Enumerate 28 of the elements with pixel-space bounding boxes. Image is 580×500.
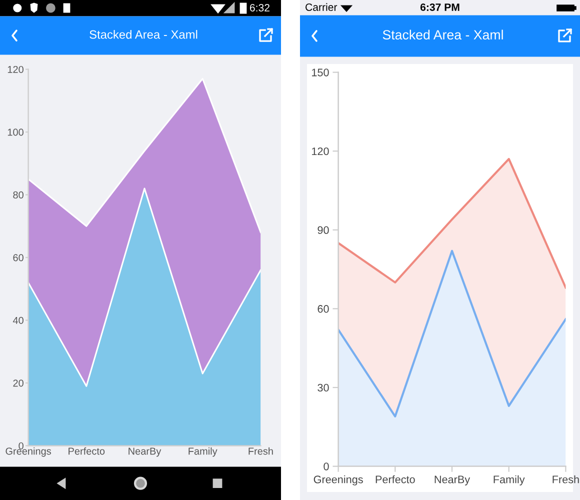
x-tick-label: Greenings (6, 447, 52, 457)
chart-title: Stacked Area - Xaml (90, 30, 198, 39)
text: 6:37 PM (420, 3, 460, 11)
y-tick-label: 80 (13, 191, 24, 198)
y-tick-label: 120 (312, 147, 329, 156)
y-tick-label: 60 (318, 305, 329, 313)
x-tick-label: NearBy (128, 448, 162, 457)
y-tick-label: 60 (13, 254, 24, 262)
text: 6:32 (250, 4, 270, 12)
x-tick-label: Family (188, 447, 218, 457)
y-tick-label: 100 (8, 128, 24, 136)
y-tick-label: 90 (318, 226, 329, 234)
chart-title: Stacked Area - Xaml (382, 30, 503, 40)
x-tick-label: Perfecto (376, 475, 415, 484)
y-tick-label: 0 (18, 442, 24, 450)
x-tick-label: Fresh (552, 475, 579, 484)
y-tick-label: 30 (318, 384, 329, 392)
y-tick-label: 40 (12, 316, 24, 324)
x-tick-label: Family (494, 475, 525, 486)
text: Carrier (306, 3, 338, 11)
y-tick-label: 20 (13, 380, 24, 387)
y-tick-label: 150 (312, 68, 329, 76)
y-tick-label: 0 (324, 462, 329, 470)
y-tick-label: 120 (8, 66, 24, 74)
x-tick-label: Fresh (248, 447, 273, 455)
x-tick-label: Perfecto (68, 447, 105, 455)
x-tick-label: NearBy (434, 476, 470, 486)
x-tick-label: Greenings (314, 475, 363, 486)
